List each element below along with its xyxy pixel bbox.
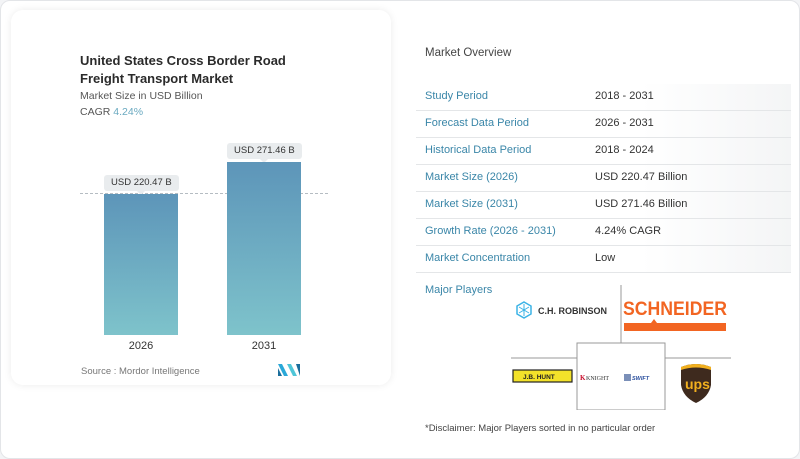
overview-row: Growth Rate (2026 - 2031) 4.24% CAGR (416, 219, 791, 246)
cagr-text: CAGR (80, 106, 111, 118)
bar-label-2031: USD 271.46 B (227, 143, 302, 163)
overview-key: Historical Data Period (425, 144, 532, 156)
x-tick-2026: 2026 (128, 340, 154, 352)
overview-value: 2018 - 2031 (595, 90, 654, 102)
svg-text:K: K (580, 374, 586, 382)
knight-swift-logo-icon: K KNIGHT SWIFT (580, 374, 650, 382)
overview-value: 2018 - 2024 (595, 144, 654, 156)
disclaimer-text: *Disclaimer: Major Players sorted in no … (425, 423, 656, 434)
bar-label-2026: USD 220.47 B (104, 175, 179, 195)
bar-2031 (227, 162, 301, 335)
jb-hunt-logo-icon: J.B. HUNT (512, 369, 573, 383)
svg-text:J.B. HUNT: J.B. HUNT (523, 374, 555, 381)
ups-logo-icon: ups (681, 364, 711, 403)
overview-table: Study Period 2018 - 2031 Forecast Data P… (416, 84, 791, 273)
svg-text:ups: ups (685, 376, 710, 392)
overview-value: Low (595, 252, 616, 264)
overview-row: Market Concentration Low (416, 246, 791, 273)
x-tick-2031: 2031 (251, 340, 277, 352)
overview-key: Market Concentration (425, 252, 531, 264)
overview-key: Market Size (2031) (425, 198, 518, 210)
cagr-label: CAGR 4.24% (80, 106, 143, 118)
overview-row: Historical Data Period 2018 - 2024 (416, 138, 791, 165)
overview-value: 2026 - 2031 (595, 117, 654, 129)
overview-key: Growth Rate (2026 - 2031) (425, 225, 556, 237)
overview-row: Market Size (2031) USD 271.46 Billion (416, 192, 791, 219)
reference-line (80, 193, 328, 194)
ch-robinson-logo-icon: C.H. ROBINSON (516, 301, 607, 319)
schneider-logo-icon: SCHNEIDER (623, 299, 727, 331)
svg-text:SCHNEIDER: SCHNEIDER (623, 299, 727, 320)
svg-text:C.H. ROBINSON: C.H. ROBINSON (538, 306, 607, 316)
svg-text:SWIFT: SWIFT (632, 376, 650, 382)
overview-key: Market Size (2026) (425, 171, 518, 183)
overview-row: Market Size (2026) USD 220.47 Billion (416, 165, 791, 192)
source-text: Source : Mordor Intelligence (81, 366, 200, 377)
overview-value: USD 220.47 Billion (595, 171, 688, 183)
chart-subtitle: Market Size in USD Billion (80, 90, 203, 102)
overview-key: Study Period (425, 90, 488, 102)
bar-2026 (104, 194, 178, 335)
overview-key: Forecast Data Period (425, 117, 529, 129)
svg-text:KNIGHT: KNIGHT (586, 376, 609, 382)
cagr-value: 4.24% (113, 106, 144, 118)
major-players-logos: C.H. ROBINSON SCHNEIDER J.B. HUNT K KNIG… (511, 285, 731, 410)
chart-title: United States Cross Border Road Freight … (80, 53, 286, 86)
overview-value: USD 271.46 Billion (595, 198, 688, 210)
overview-row: Study Period 2018 - 2031 (416, 84, 791, 111)
overview-value: 4.24% CAGR (595, 225, 662, 237)
major-players-title: Major Players (425, 284, 493, 296)
overview-row: Forecast Data Period 2026 - 2031 (416, 111, 791, 138)
chart-card (11, 10, 391, 385)
mordor-logo-icon (278, 364, 300, 376)
market-overview-title: Market Overview (425, 47, 512, 59)
